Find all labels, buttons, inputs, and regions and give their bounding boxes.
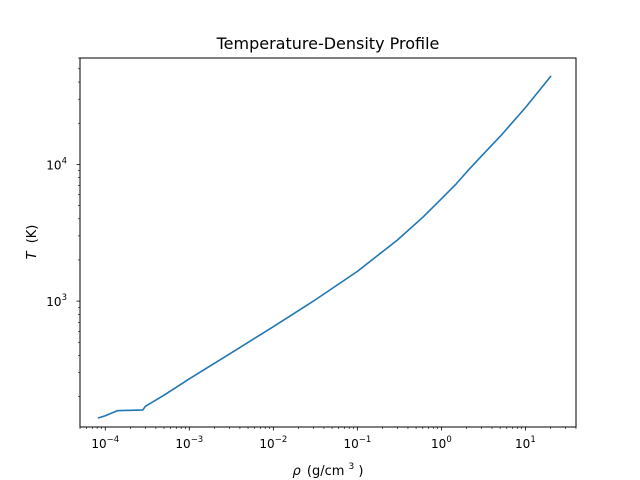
plot-frame <box>79 57 577 428</box>
x-tick-label: 100 <box>431 435 452 451</box>
x-tick-base: 10 <box>343 437 358 451</box>
x-tick-label: 10−2 <box>259 435 287 451</box>
x-tick-exponent: −4 <box>107 435 120 445</box>
x-tick-base: 10 <box>431 437 446 451</box>
y-tick-label: 104 <box>46 156 67 172</box>
y-axis-unit: (K) <box>25 225 40 244</box>
x-tick-base: 10 <box>175 437 190 451</box>
y-tick-exponent: 3 <box>62 293 67 303</box>
y-axis-label: T (K) <box>25 225 40 260</box>
x-tick-exponent: 0 <box>446 435 451 445</box>
x-tick-exponent: −1 <box>359 435 372 445</box>
x-tick-base: 10 <box>91 437 106 451</box>
x-tick-base: 10 <box>259 437 274 451</box>
y-tick-exponent: 4 <box>62 156 67 166</box>
x-axis: 10−4 10−3 10−2 10−1 100 101 <box>79 427 577 451</box>
y-axis-symbol: T <box>25 250 40 259</box>
series-line-0 <box>97 75 552 419</box>
x-axis-label: ρ (g/cm 3 ) <box>292 458 363 479</box>
x-axis-symbol: ρ <box>292 464 301 479</box>
y-tick-base: 10 <box>46 158 61 172</box>
x-axis-unit-suffix: ) <box>358 464 363 479</box>
x-tick-label: 101 <box>515 435 536 451</box>
x-tick-exponent: 1 <box>530 435 535 445</box>
y-tick-label: 103 <box>46 293 67 309</box>
plot-layer <box>97 75 552 419</box>
y-tick-base: 10 <box>46 295 61 309</box>
x-axis-unit-power: 3 <box>349 462 355 472</box>
x-tick-exponent: −3 <box>191 435 204 445</box>
x-tick-label: 10−4 <box>91 435 119 451</box>
chart-title: Temperature-Density Profile <box>216 34 440 53</box>
x-tick-exponent: −2 <box>275 435 288 445</box>
x-tick-base: 10 <box>515 437 530 451</box>
x-tick-label: 10−3 <box>175 435 203 451</box>
x-axis-unit-prefix: (g/cm <box>307 464 345 479</box>
x-tick-label: 10−1 <box>343 435 371 451</box>
